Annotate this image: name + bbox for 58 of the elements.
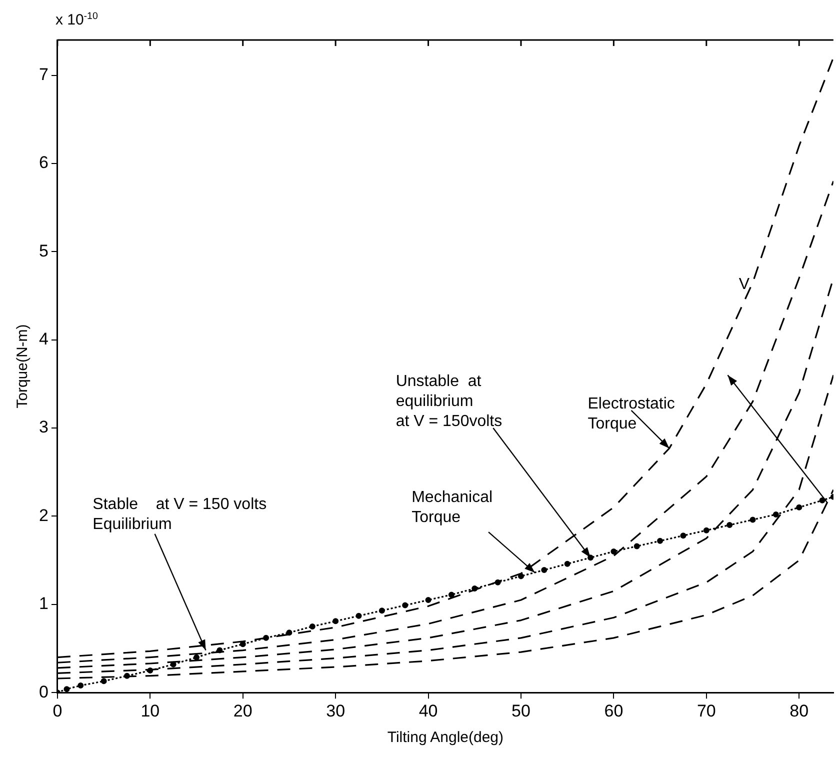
point (425, 597, 432, 603)
point (610, 548, 617, 554)
point (402, 602, 408, 608)
y-tick-label: 4 (38, 330, 48, 349)
y-tick-label: 6 (38, 153, 48, 172)
point (378, 608, 385, 614)
x-tick-label: 40 (418, 701, 438, 720)
point (216, 647, 223, 654)
point (796, 504, 802, 510)
x-tick-label: 50 (512, 701, 530, 720)
annotation: Electrostatic Torque (588, 396, 675, 433)
x-tick-label: 70 (696, 701, 716, 720)
point (703, 527, 710, 534)
point (64, 686, 70, 692)
x-tick-label: 60 (604, 701, 624, 720)
point (680, 532, 686, 539)
annotation: Unstable at equilibrium at V = 150volts (396, 372, 502, 430)
x-tick-label: 10 (140, 701, 160, 720)
y-tick-label: 3 (38, 418, 48, 437)
annotation: Stable at V = 150 volts Equilibrium (92, 496, 267, 534)
point (564, 560, 570, 567)
point (472, 586, 478, 592)
y-axis-title: Torque(N-m) (14, 324, 32, 408)
annotation: Mechanical Torque (412, 489, 493, 526)
point (588, 554, 594, 561)
point (170, 661, 176, 668)
point (100, 678, 107, 684)
point (494, 579, 501, 586)
point (356, 612, 362, 619)
point (772, 511, 779, 518)
y-tick-label: 1 (38, 594, 48, 614)
point (634, 543, 640, 550)
annotation: V (738, 276, 750, 293)
point (147, 668, 154, 674)
point (78, 682, 84, 689)
point (332, 618, 339, 624)
point (124, 672, 130, 679)
point (263, 634, 270, 641)
point (309, 623, 316, 630)
x-axis-title: Tilting Angle(deg) (387, 729, 504, 746)
point (194, 654, 200, 660)
y-tick-label: 7 (38, 64, 48, 84)
point (819, 497, 826, 504)
point (518, 573, 524, 580)
point (286, 630, 292, 636)
point (541, 567, 548, 574)
y-tick-label: 2 (38, 506, 48, 525)
x-tick-label: 80 (790, 701, 809, 720)
x-tick-label: 0 (52, 701, 62, 720)
x-tick-label: 20 (233, 701, 252, 720)
y-tick-label: 5 (38, 241, 48, 260)
y-tick-label: 0 (38, 682, 48, 702)
point (726, 522, 733, 528)
point (750, 516, 756, 523)
point (448, 592, 454, 598)
point (657, 538, 664, 544)
x-tick-label: 30 (326, 701, 346, 720)
point (240, 641, 246, 648)
